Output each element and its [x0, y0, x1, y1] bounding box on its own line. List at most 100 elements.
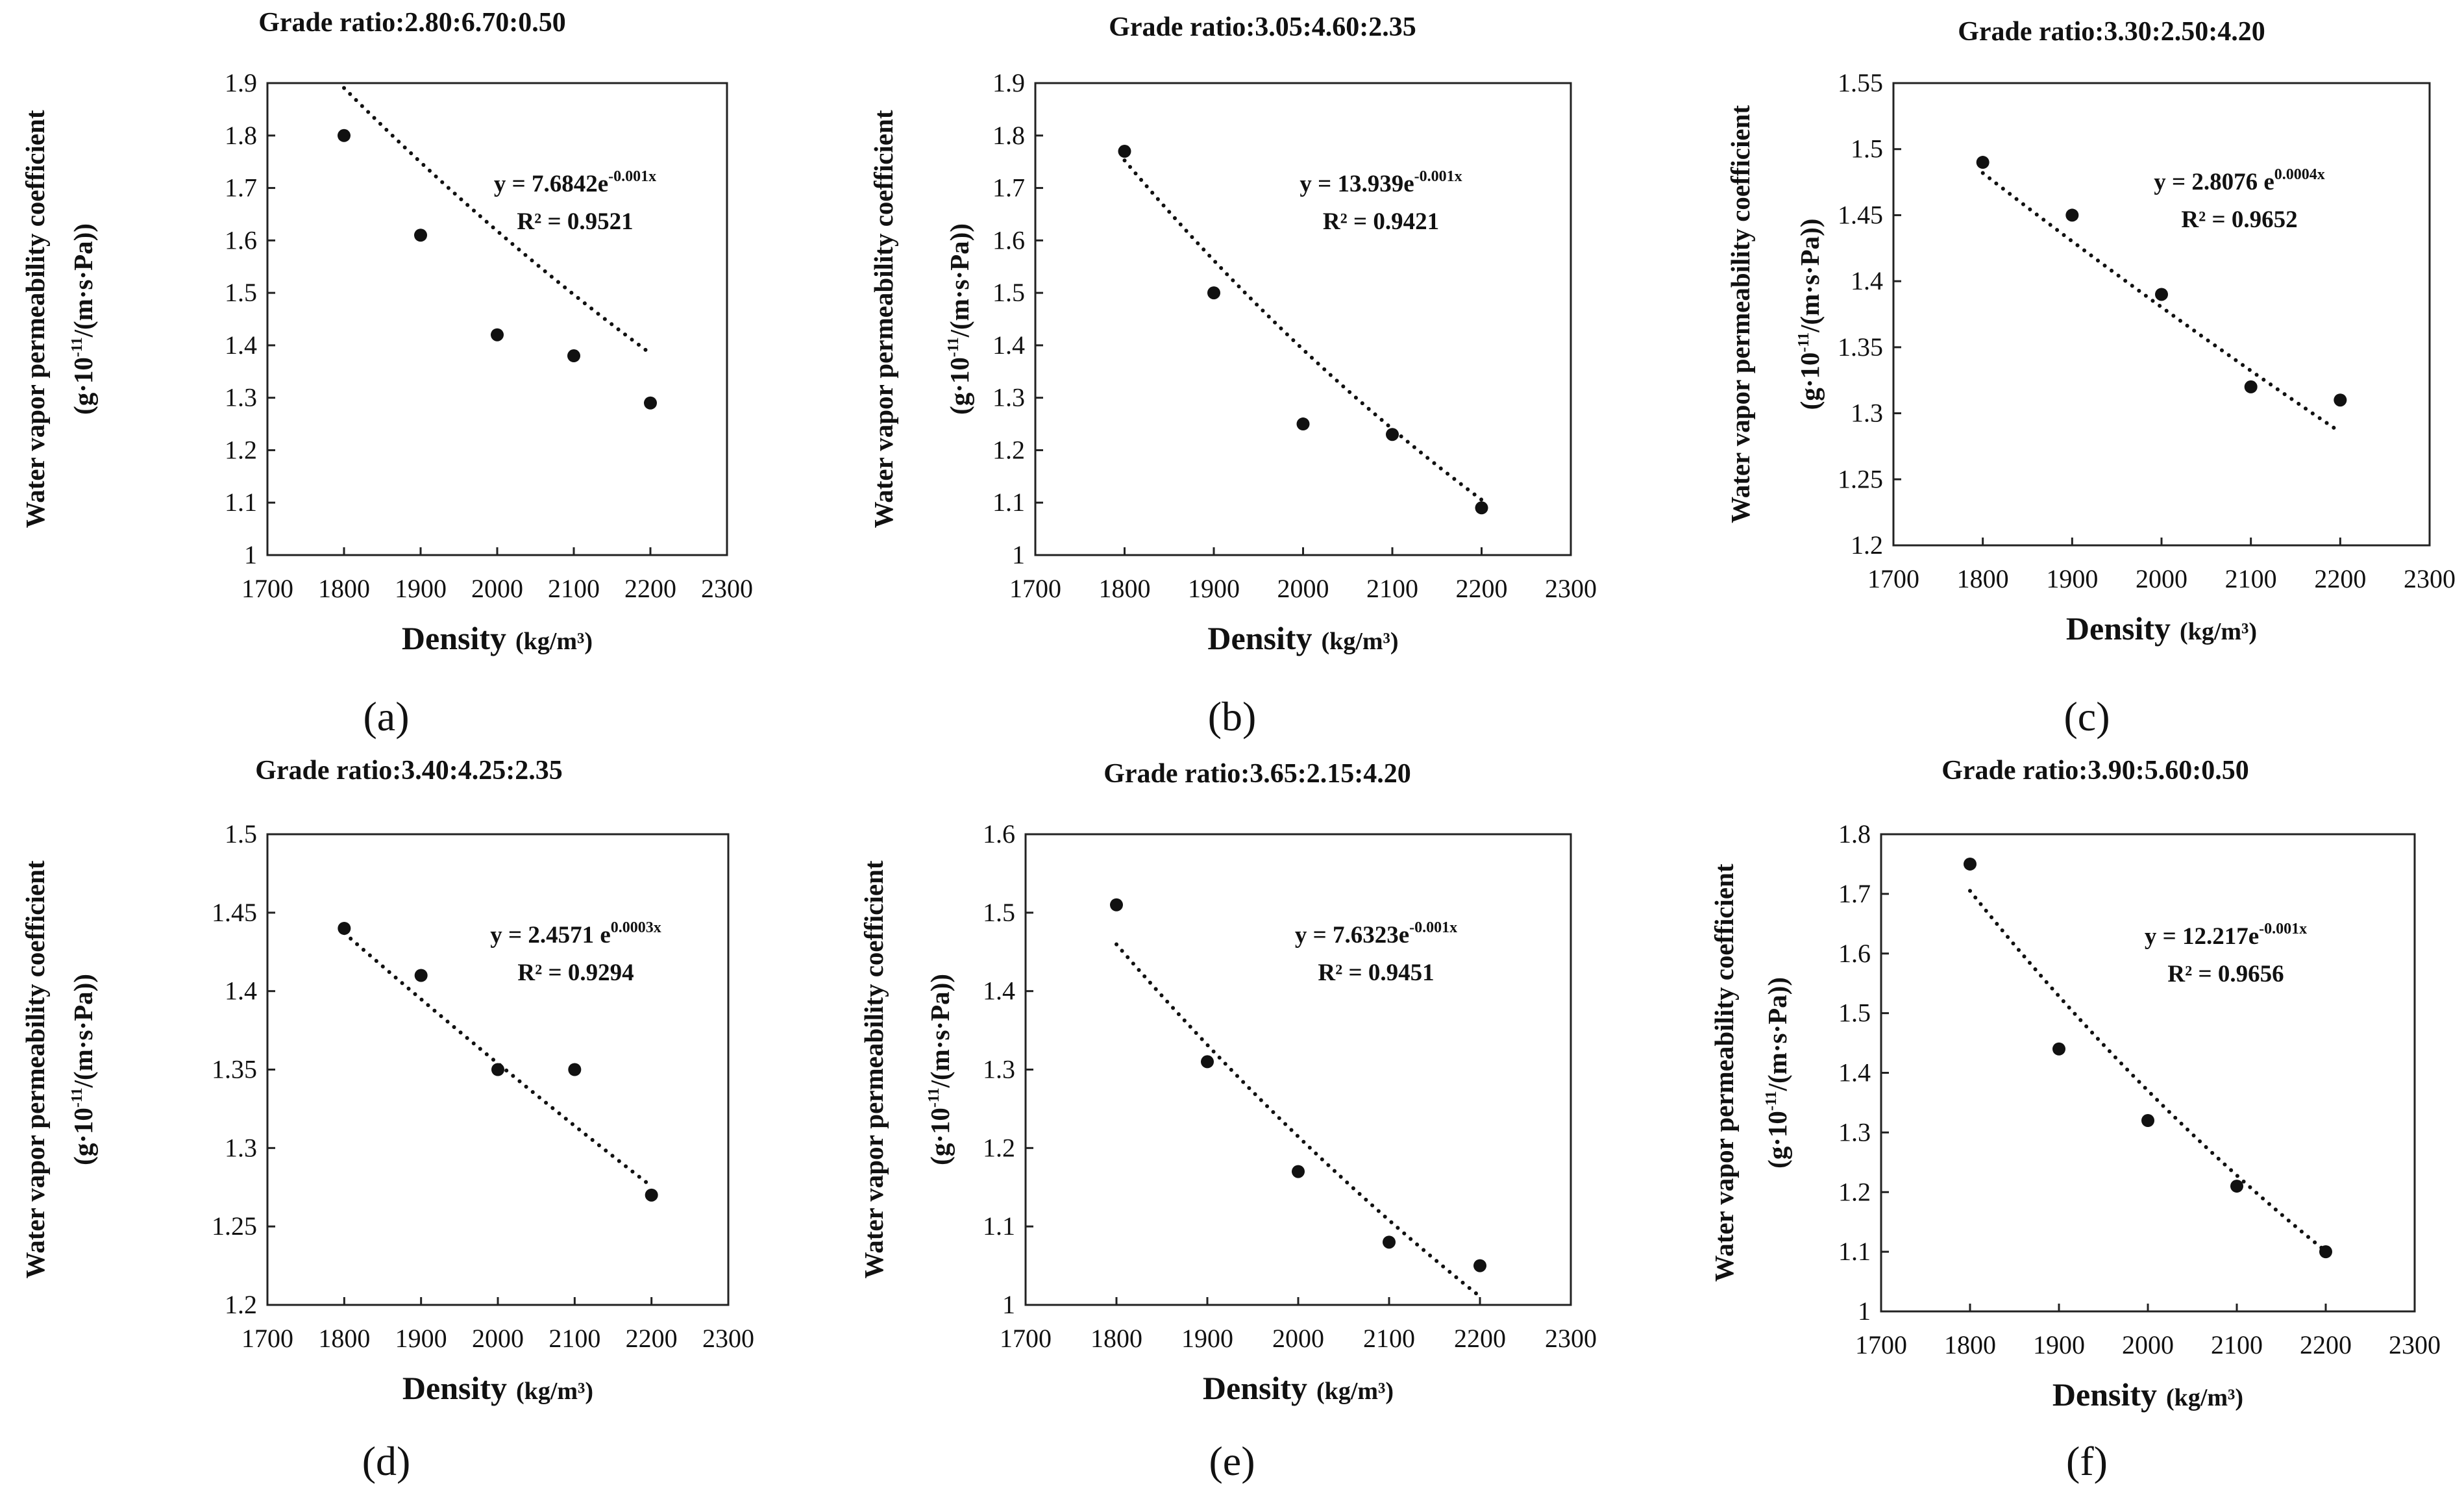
- x-tick-label: 1800: [1090, 1324, 1142, 1353]
- y-tick-label: 1.3: [983, 1055, 1015, 1084]
- trendline-r-squared: R² = 0.9294: [517, 960, 634, 986]
- x-tick-label: 2100: [548, 1324, 600, 1353]
- x-tick-label: 1800: [318, 574, 370, 603]
- x-tick-label: 2300: [1545, 1324, 1597, 1353]
- y-tick-label: 1.1: [992, 488, 1025, 517]
- data-point: [491, 328, 504, 341]
- trendline: [1980, 171, 2343, 434]
- y-tick-label: 1.1: [983, 1211, 1015, 1241]
- x-tick-label: 2100: [2211, 1330, 2263, 1359]
- data-point: [414, 229, 427, 242]
- y-tick-label: 1.6: [225, 225, 257, 254]
- y-tick-label: 1.5: [1851, 134, 1883, 164]
- data-point: [2244, 380, 2258, 393]
- y-tick-label: 1.2: [1851, 530, 1883, 560]
- y-tick-label: 1.2: [225, 435, 257, 464]
- x-tick-label: 2000: [2136, 564, 2187, 593]
- x-axis-label-unit: (kg/m³): [516, 1378, 593, 1405]
- y-axis-label-line2: (g·10-11/(m·s·Pa)): [68, 974, 98, 1165]
- trendline-r-squared: R² = 0.9451: [1318, 960, 1434, 986]
- data-point: [338, 129, 351, 142]
- x-axis-label-main: Density: [1203, 1370, 1307, 1406]
- y-tick-label: 1.2: [983, 1133, 1015, 1162]
- data-point: [1475, 501, 1488, 515]
- y-tick-label: 1.4: [225, 330, 257, 360]
- y-tick-label: 1.5: [983, 898, 1015, 927]
- y-tick-label: 1.4: [225, 976, 257, 1006]
- data-point: [1964, 857, 1977, 871]
- plot-area-frame: [266, 82, 728, 556]
- trendline-r-squared: R² = 0.9652: [2181, 206, 2297, 233]
- panel-label: (d): [362, 1438, 411, 1484]
- y-tick-label: 1: [244, 540, 257, 569]
- chart-title: Grade ratio:3.90:5.60:0.50: [1941, 756, 2249, 786]
- y-tick-label: 1: [1002, 1290, 1015, 1319]
- y-tick-label: 1.9: [225, 68, 257, 97]
- y-tick-label: 1.2: [1838, 1177, 1871, 1206]
- x-tick-label: 2100: [2225, 564, 2277, 593]
- data-point: [1292, 1165, 1305, 1178]
- data-point: [1976, 156, 1990, 169]
- chart-title: Grade ratio:2.80:6.70:0.50: [258, 8, 566, 38]
- x-tick-label: 2200: [2314, 564, 2366, 593]
- x-axis-label-unit: (kg/m³): [2180, 618, 2257, 645]
- y-axis-label: Water vapor permeability coefficient (g·1…: [1725, 105, 1825, 523]
- panel-label: (a): [363, 693, 409, 739]
- y-axis-label-line1: Water vapor permeability coefficient: [859, 860, 889, 1278]
- x-tick-label: 2300: [2389, 1330, 2441, 1359]
- x-axis-label: Density (kg/m³): [1207, 620, 1398, 656]
- trendline-equation: y = 13.939e-0.001x: [1300, 168, 1462, 197]
- x-tick-label: 1900: [395, 574, 447, 603]
- y-tick-label: 1.25: [1838, 464, 1883, 493]
- y-tick-label: 1.5: [225, 819, 257, 849]
- y-tick-label: 1.45: [212, 898, 257, 927]
- panel-label: (b): [1208, 693, 1257, 739]
- trendline: [1122, 158, 1484, 502]
- x-tick-label: 2200: [626, 1324, 678, 1353]
- x-tick-label: 2300: [702, 1324, 754, 1353]
- x-tick-label: 2200: [1456, 574, 1508, 603]
- x-tick-label: 2200: [624, 574, 676, 603]
- x-tick-label: 2100: [1363, 1324, 1415, 1353]
- y-axis-label-line2: (g·10-11/(m·s·Pa)): [944, 223, 974, 415]
- data-point: [2065, 208, 2079, 222]
- y-axis-label: Water vapor permeability coefficient (g·1…: [20, 860, 98, 1278]
- trendline-equation: y = 7.6842e-0.001x: [494, 168, 656, 197]
- plot-area-frame: [1880, 833, 2416, 1313]
- chart-title: Grade ratio:3.30:2.50:4.20: [1958, 17, 2265, 47]
- x-tick-label: 2000: [2122, 1330, 2174, 1359]
- data-point: [2230, 1180, 2243, 1193]
- y-axis-label: Water vapor permeability coefficient (g·1…: [859, 860, 955, 1278]
- y-tick-label: 1.6: [1838, 939, 1871, 968]
- y-tick-label: 1.5: [1838, 998, 1871, 1028]
- data-point: [1473, 1259, 1486, 1272]
- y-tick-label: 1.8: [1838, 819, 1871, 849]
- trendline: [342, 931, 654, 1189]
- data-point: [1386, 428, 1399, 441]
- y-tick-label: 1: [1858, 1296, 1871, 1326]
- data-point: [2052, 1042, 2065, 1056]
- y-tick-label: 1.55: [1838, 68, 1883, 97]
- x-axis-label-main: Density: [2052, 1376, 2157, 1413]
- data-point: [645, 1188, 658, 1202]
- x-tick-label: 1800: [1944, 1330, 1996, 1359]
- data-point: [568, 1063, 582, 1076]
- chart-panel-5: Grade ratio:3.65:2.15:4.20 1 1.1 1.2 1.3 1.4 1…: [859, 759, 1597, 1484]
- y-tick-label: 1.9: [992, 68, 1025, 97]
- x-tick-label: 2300: [1545, 574, 1597, 603]
- x-tick-label: 2000: [1277, 574, 1329, 603]
- trendline-equation: y = 7.6323e-0.001x: [1295, 919, 1457, 948]
- x-tick-label: 1800: [318, 1324, 370, 1353]
- y-axis-label-line1: Water vapor permeability coefficient: [869, 110, 898, 528]
- data-point: [2319, 1245, 2332, 1259]
- y-axis-label-line2: (g·10-11/(m·s·Pa)): [68, 223, 98, 415]
- data-point: [491, 1063, 504, 1076]
- y-tick-label: 1.5: [225, 278, 257, 307]
- x-tick-label: 1700: [1867, 564, 1919, 593]
- y-tick-label: 1.1: [1838, 1237, 1871, 1266]
- x-tick-label: 1700: [241, 1324, 293, 1353]
- y-tick-label: 1.5: [992, 278, 1025, 307]
- data-point: [567, 349, 580, 363]
- chart-panel-1: Grade ratio:2.80:6.70:0.50 1 1.1 1.2 1.3 1.4 1…: [20, 8, 753, 739]
- chart-panel-3: Grade ratio:3.30:2.50:4.20 1.2 1.25 1.3 1.35…: [1725, 17, 2456, 739]
